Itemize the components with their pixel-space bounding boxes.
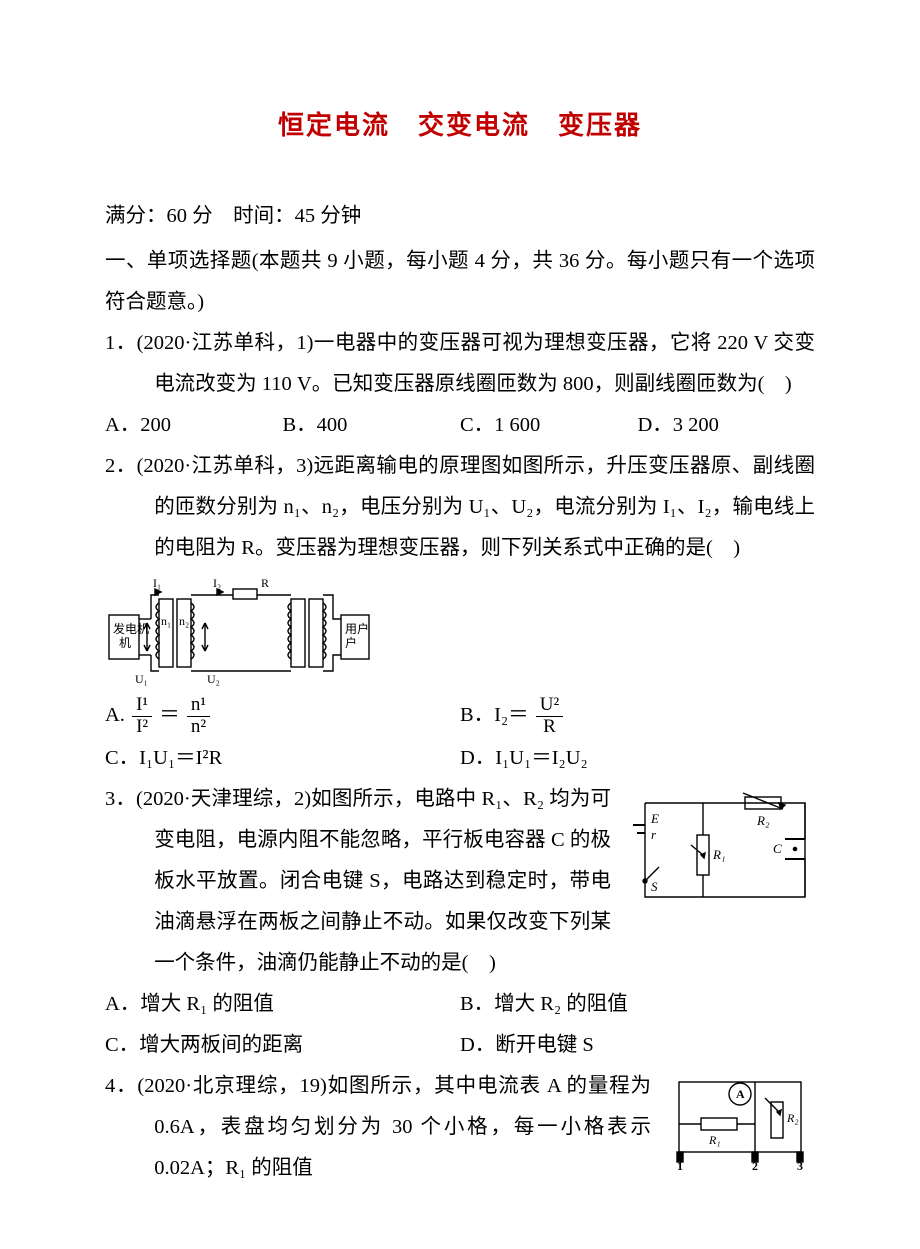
question-4: A R₁ R₂ 1 2 3 4．(2020·北京理综，19)如图所示，其中电流表… [105, 1066, 815, 1189]
q2-options-row2: C．I₁U₁＝I²R D．I₁U₁＝I₂U₂ [105, 738, 815, 779]
diag-n1: n₁ [161, 614, 171, 628]
diag-i2: I₂ [213, 576, 221, 590]
q2-opt-c: C．I₁U₁＝I²R [105, 738, 460, 779]
meta-line: 满分：60 分 时间：45 分钟 [105, 196, 815, 237]
diag-i1: I₁ [153, 576, 161, 590]
diag-n2: n₂ [179, 614, 189, 628]
question-2: 2．(2020·江苏单科，3)远距离输电的原理图如图所示，升压变压器原、副线圈的… [105, 446, 815, 779]
diag-t3: 3 [797, 1159, 803, 1172]
q3-options-row2: C．增大两板间的距离 D．断开电键 S [105, 1025, 815, 1066]
q3-opt-a: A．增大 R₁ 的阻值 [105, 984, 460, 1025]
q3-opt-c: C．增大两板间的距离 [105, 1025, 460, 1066]
q2-options-row1: A. I¹ I² ＝ n¹ n² B．I₂＝ U² R [105, 695, 815, 738]
diag-c: C [773, 841, 782, 856]
q2-opt-d: D．I₁U₁＝I₂U₂ [460, 738, 815, 779]
fraction-icon: n¹ n² [187, 695, 210, 738]
diag-u1: U₁ [135, 672, 148, 686]
ammeter-circuit-icon: A R₁ R₂ 1 2 3 [665, 1072, 815, 1172]
q3-diagram: E r S R₁ R₂ C [625, 785, 815, 915]
diag-gen-label: 发电机 [113, 621, 149, 636]
q1-options: A．200 B．400 C．1 600 D．3 200 [105, 405, 815, 446]
score-label: 满分：60 分 [105, 205, 213, 227]
q1-opt-d: D．3 200 [638, 405, 816, 446]
diag-a: A [736, 1087, 745, 1101]
q2-stem: 2．(2020·江苏单科，3)远距离输电的原理图如图所示，升压变压器原、副线圈的… [105, 446, 815, 569]
q2-b-prefix: B．I₂＝ [460, 704, 529, 726]
diag-r: R [261, 576, 269, 590]
svg-text:机: 机 [119, 636, 131, 650]
q1-opt-a: A．200 [105, 405, 283, 446]
q3-options-row1: A．增大 R₁ 的阻值 B．增大 R₂ 的阻值 [105, 984, 815, 1025]
diag-r2: R₂ [786, 1111, 799, 1125]
q2-opt-a: A. I¹ I² ＝ n¹ n² [105, 695, 460, 738]
fraction-icon: I¹ I² [132, 695, 152, 738]
svg-text:户: 户 [345, 635, 357, 650]
diag-s: S [651, 879, 658, 894]
q3-opt-d: D．断开电键 S [460, 1025, 815, 1066]
diag-u2: U₂ [207, 672, 220, 686]
q1-stem: 1．(2020·江苏单科，1)一电器中的变压器可视为理想变压器，它将 220 V… [105, 323, 815, 405]
diag-user-label: 用户 [345, 621, 369, 636]
q3-opt-b: B．增大 R₂ 的阻值 [460, 984, 815, 1025]
fraction-icon: U² R [536, 695, 563, 738]
page-title: 恒定电流 交变电流 变压器 [105, 100, 815, 152]
q2-opt-b: B．I₂＝ U² R [460, 695, 815, 738]
q2-diagram: 发电机 机 I₁ I₂ R n₁ n₂ U₁ U₂ 用户 户 [105, 575, 815, 691]
section-intro: 一、单项选择题(本题共 9 小题，每小题 4 分，共 36 分。每小题只有一个选… [105, 241, 815, 323]
page: 恒定电流 交变电流 变压器 满分：60 分 时间：45 分钟 一、单项选择题(本… [0, 0, 920, 1249]
diag-r: r [651, 827, 657, 842]
q4-diagram: A R₁ R₂ 1 2 3 [665, 1072, 815, 1172]
circuit-diagram-icon: E r S R₁ R₂ C [625, 785, 815, 915]
diag-e: E [650, 811, 659, 826]
diag-r1: R₁ [712, 847, 725, 862]
diag-t2: 2 [752, 1159, 758, 1172]
diag-t1: 1 [677, 1159, 683, 1172]
question-3: E r S R₁ R₂ C 3．(2020·天津理综，2)如图所示，电路中 R₁… [105, 779, 815, 1066]
transformer-diagram-icon: 发电机 机 I₁ I₂ R n₁ n₂ U₁ U₂ 用户 户 [105, 575, 373, 691]
q1-opt-b: B．400 [283, 405, 461, 446]
question-1: 1．(2020·江苏单科，1)一电器中的变压器可视为理想变压器，它将 220 V… [105, 323, 815, 446]
q2-a-prefix: A. [105, 704, 125, 726]
diag-r1: R₁ [708, 1133, 721, 1147]
q1-opt-c: C．1 600 [460, 405, 638, 446]
diag-r2: R₂ [756, 813, 770, 828]
time-label: 时间：45 分钟 [233, 205, 361, 227]
